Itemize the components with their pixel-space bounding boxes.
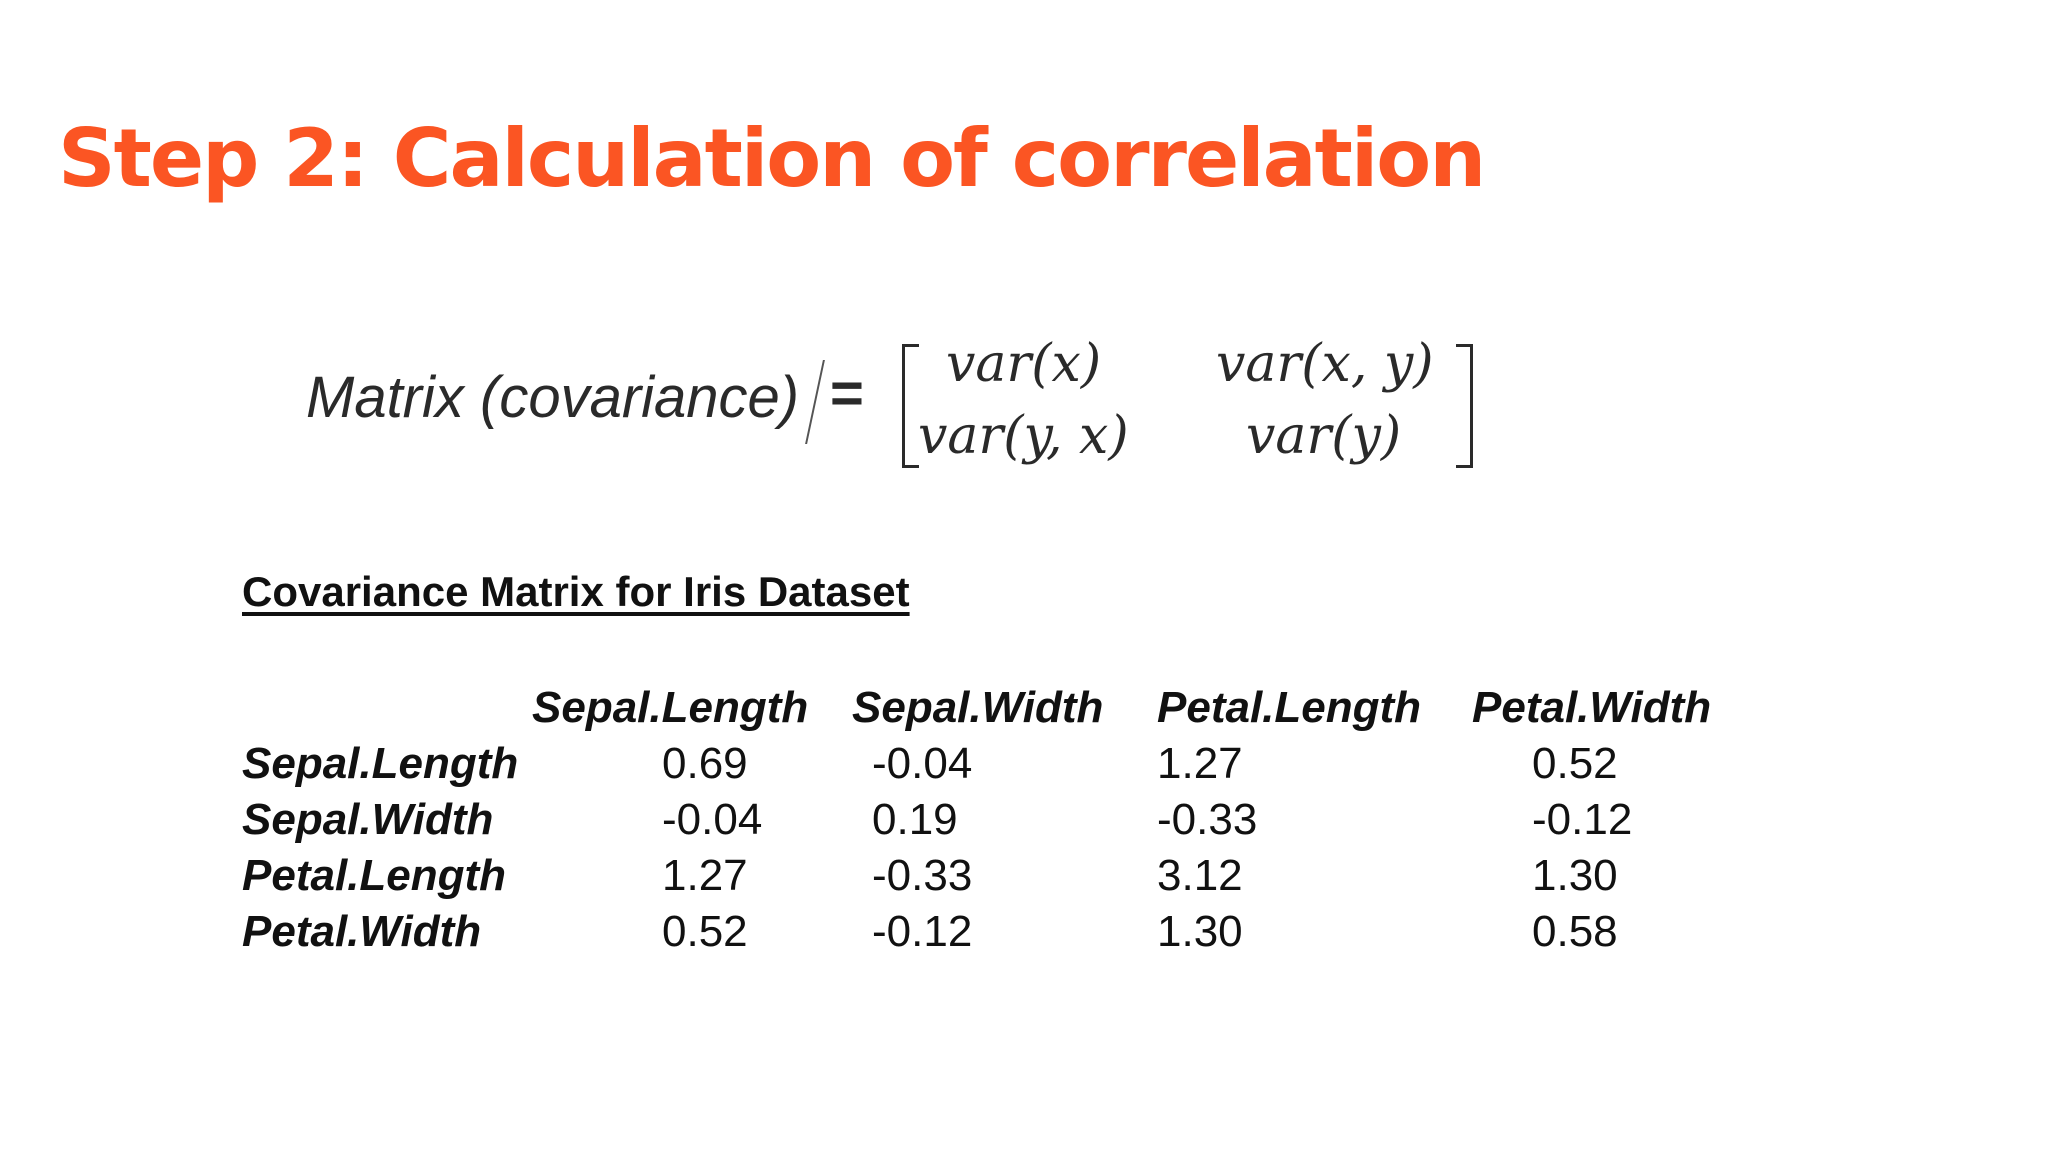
table-row: Petal.Width 0.52 -0.12 1.30 0.58 xyxy=(242,904,1732,960)
table-header-row: Sepal.Length Sepal.Width Petal.Length Pe… xyxy=(242,680,1732,736)
row-header: Sepal.Length xyxy=(242,739,519,788)
table-row: Petal.Length 1.27 -0.33 3.12 1.30 xyxy=(242,848,1732,904)
column-header: Petal.Length xyxy=(1157,683,1422,732)
column-header: Petal.Width xyxy=(1472,683,1712,732)
formula-label: Matrix (covariance) xyxy=(306,365,800,430)
row-header: Petal.Length xyxy=(242,851,507,900)
corner-cell xyxy=(242,680,532,736)
column-header: Sepal.Length xyxy=(532,683,809,732)
row-header: Sepal.Width xyxy=(242,795,494,844)
table-cell: 1.27 xyxy=(1157,739,1243,788)
table-cell: 0.69 xyxy=(662,739,748,788)
right-bracket xyxy=(1456,344,1473,468)
table-cell: 3.12 xyxy=(1157,851,1243,900)
table-cell: 0.52 xyxy=(1532,739,1618,788)
table-cell: -0.04 xyxy=(662,795,763,844)
table-cell: 1.30 xyxy=(1532,851,1618,900)
covariance-heading: Covariance Matrix for Iris Dataset xyxy=(242,568,910,615)
covariance-table: Sepal.Length Sepal.Width Petal.Length Pe… xyxy=(242,680,1732,960)
row-header: Petal.Width xyxy=(242,907,482,956)
table-cell: -0.33 xyxy=(1157,795,1258,844)
table-cell: -0.12 xyxy=(1532,795,1633,844)
table-cell: 1.30 xyxy=(1157,907,1243,956)
left-bracket xyxy=(902,344,919,468)
matrix-cell-var-xy: var(x, y) xyxy=(1216,334,1434,394)
table-row: Sepal.Width -0.04 0.19 -0.33 -0.12 xyxy=(242,792,1732,848)
table-cell: 0.52 xyxy=(662,907,748,956)
table-cell: 0.19 xyxy=(872,795,958,844)
covariance-formula: Matrix (covariance) = var(x) var(x, y) v… xyxy=(306,330,1486,480)
matrix-cell-var-x: var(x) xyxy=(946,334,1102,394)
slide-title: Step 2: Calculation of correlation xyxy=(58,112,1486,205)
column-header: Sepal.Width xyxy=(852,683,1104,732)
table-cell: -0.04 xyxy=(872,739,973,788)
slash-mark xyxy=(805,360,831,444)
table-cell: -0.33 xyxy=(872,851,973,900)
matrix-cell-var-yx: var(y, x) xyxy=(918,406,1129,466)
equals-sign: = xyxy=(830,361,864,426)
table-cell: 1.27 xyxy=(662,851,748,900)
table-cell: -0.12 xyxy=(872,907,973,956)
matrix-cell-var-y: var(y) xyxy=(1246,406,1402,466)
table-row: Sepal.Length 0.69 -0.04 1.27 0.52 xyxy=(242,736,1732,792)
table-cell: 0.58 xyxy=(1532,907,1618,956)
